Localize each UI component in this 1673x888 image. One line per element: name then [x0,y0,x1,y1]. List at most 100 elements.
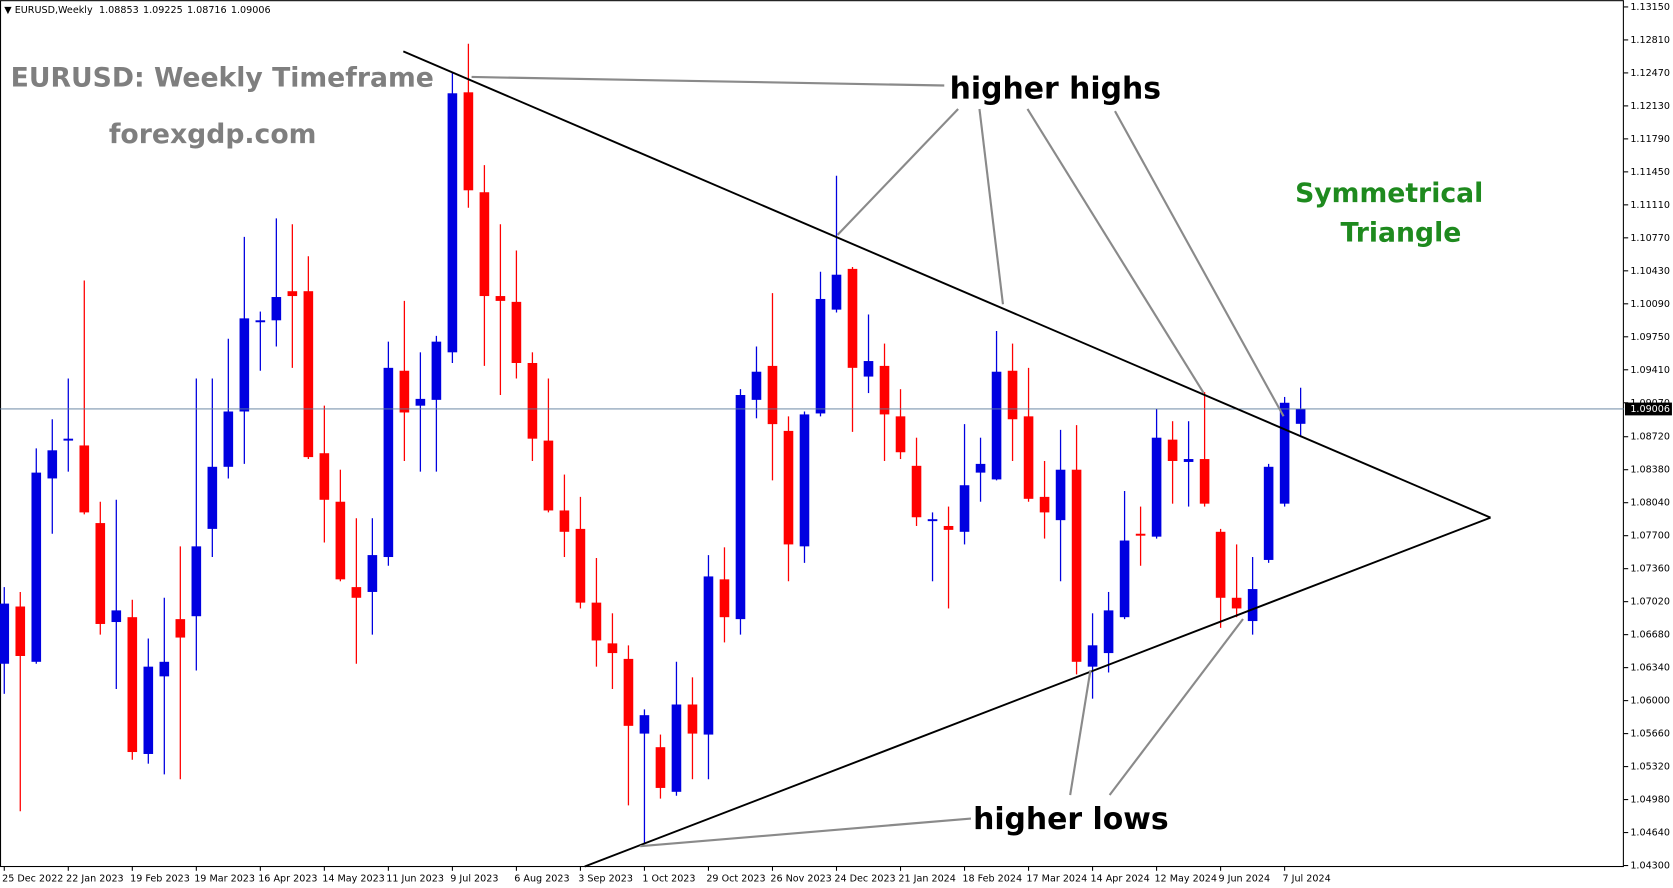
last-close: 1.09006 [231,5,271,16]
candle-body [495,296,506,301]
candle-body [1231,597,1242,609]
candle-body [1103,610,1114,654]
candle-body [0,603,10,664]
y-tick-label: 1.11450 [1630,167,1670,178]
candle-body [559,510,570,532]
candle-body [639,715,650,734]
symbol: EURUSD,Weekly [15,5,93,16]
candle-body [1167,439,1178,461]
y-tick-label: 1.12810 [1630,35,1670,46]
candle-body [463,92,474,191]
candle-body [799,414,810,547]
candle-body [671,704,682,792]
candle-body [111,610,122,623]
y-tick-label: 1.10430 [1630,266,1670,277]
candle-body [47,450,58,479]
y-tick-label: 1.05660 [1630,729,1670,740]
candle-body [415,398,426,406]
x-tick-label: 9 Jul 2023 [450,873,498,884]
candle-body [511,301,522,363]
candle-body [1263,466,1274,560]
candle-body [15,606,26,656]
x-tick-label: 1 Oct 2023 [642,873,695,884]
x-tick-label: 6 Aug 2023 [514,873,569,884]
candle-body [95,523,106,624]
candle-body [1087,645,1098,667]
candle-body [31,472,42,662]
candle-body [719,579,730,618]
candle-body [1183,459,1194,462]
candle-body [783,430,794,545]
candle-body [63,438,74,441]
y-tick-label: 1.12470 [1630,68,1670,79]
x-tick-label: 14 Apr 2024 [1090,873,1149,884]
candle-body [751,371,762,400]
candle-body [543,440,554,511]
annotation: higher highs [950,71,1161,106]
candle-body [687,704,698,734]
x-tick-label: 19 Mar 2023 [194,873,255,884]
candle-body [831,274,842,310]
candle-body [703,576,714,735]
y-tick-label: 1.04640 [1630,828,1670,839]
y-tick-label: 1.05320 [1630,762,1670,773]
header-arrow: ▼ [4,5,14,16]
lower-trendline [584,516,1491,868]
x-tick-label: 12 May 2024 [1154,873,1217,884]
candle-body [1199,459,1210,504]
x-tick-label: 7 Jul 2024 [1282,873,1330,884]
candle-body [1039,496,1050,513]
y-tick-label: 1.10090 [1630,299,1670,310]
pointer [471,75,945,87]
y-tick-label: 1.12130 [1630,101,1670,112]
chart-title: EURUSD: Weekly Timeframe [11,63,434,94]
candle-body [255,320,266,323]
candle-body [607,643,618,654]
annotation: higher lows [973,802,1169,837]
candle-body [143,666,154,754]
candle-body [239,318,250,412]
x-tick-label: 19 Feb 2023 [130,873,190,884]
candle-body [303,291,314,458]
candle-body [159,661,170,677]
annotation: Triangle [1341,217,1462,248]
candle-body [943,525,954,530]
candle-body [975,463,986,473]
candle-body [431,341,442,400]
y-tick-label: 1.08380 [1630,465,1670,476]
candle-body [1119,540,1130,618]
candle-body [655,747,666,788]
y-tick-label: 1.06680 [1630,630,1670,641]
x-tick-label: 18 Feb 2024 [962,873,1022,884]
x-tick-label: 11 Jun 2023 [386,873,444,884]
candle-body [479,192,490,297]
candle-body [175,619,186,638]
candle-body [895,416,906,453]
candle-body [319,453,330,500]
plot-frame [0,0,1624,868]
candle-body [1071,469,1082,662]
y-tick-label: 1.08040 [1630,498,1670,509]
candle-body [863,361,874,377]
candle-body [879,365,890,415]
x-tick-label: 26 Nov 2023 [770,873,831,884]
price-label: 1.09006 [1630,404,1670,415]
x-tick-label: 14 May 2023 [322,873,385,884]
pointer [1026,108,1205,394]
candle-body [383,367,394,558]
candle-body [527,362,538,439]
x-tick-label: 22 Jan 2023 [66,873,124,884]
y-tick-label: 1.11790 [1630,134,1670,145]
candle-body [991,371,1002,480]
last-high: 1.09225 [143,5,183,16]
y-tick-label: 1.06000 [1630,696,1670,707]
y-tick-label: 1.13150 [1630,2,1670,13]
candle-body [1247,589,1258,622]
x-tick-label: 29 Oct 2023 [706,873,765,884]
pointer [1069,670,1092,796]
y-tick-label: 1.10770 [1630,233,1670,244]
y-tick-label: 1.08720 [1630,432,1670,443]
candle-body [127,617,138,753]
candle-body [815,298,826,414]
